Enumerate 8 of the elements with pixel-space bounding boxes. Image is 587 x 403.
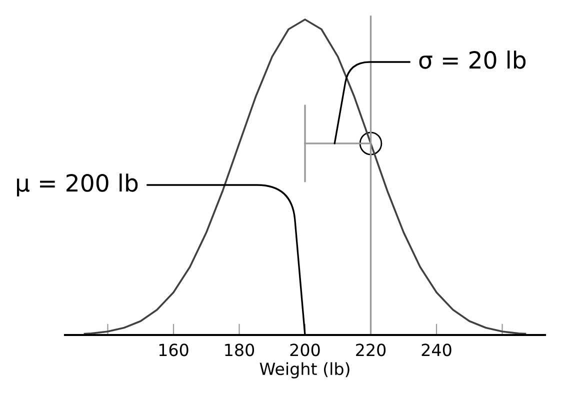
x-axis-title: Weight (lb) (260, 362, 350, 378)
x-tick-label: 220 (356, 344, 386, 356)
x-tick-label: 160 (159, 344, 188, 356)
annotation: μ = 200 lb (17, 174, 138, 196)
x-tick-label: 240 (422, 344, 452, 356)
x-tick-label: 200 (290, 344, 320, 356)
x-tick-label: 180 (225, 344, 254, 356)
annotation: σ = 20 lb (419, 50, 526, 69)
